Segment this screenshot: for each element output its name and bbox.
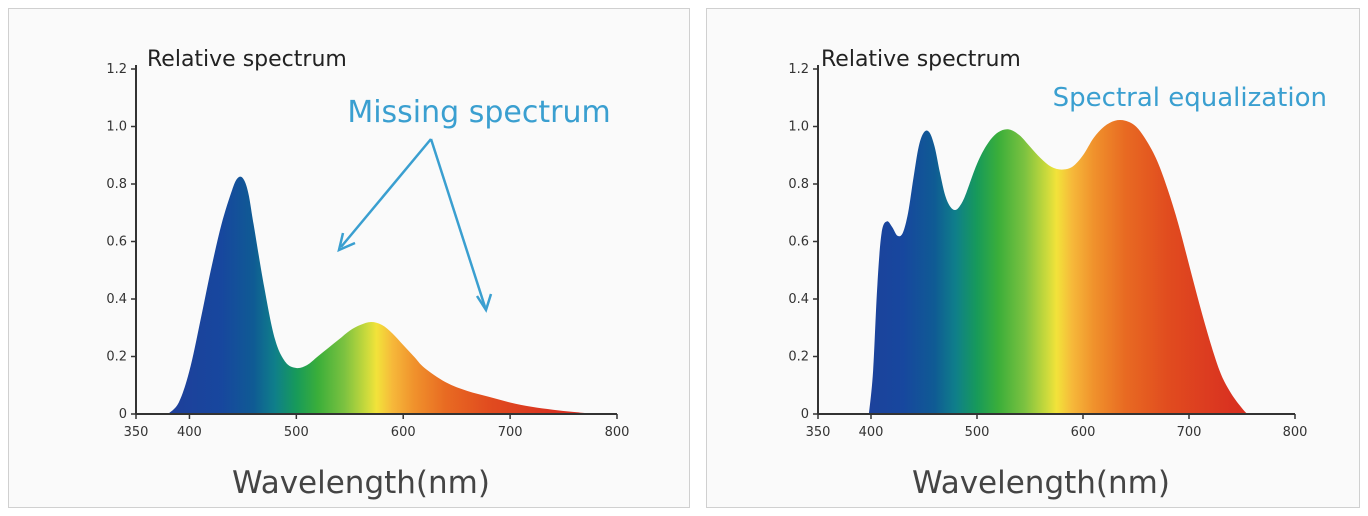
y-tick-label: 0.6 [106, 235, 127, 250]
y-tick-label: 0.2 [788, 350, 809, 365]
x-tick-label: 400 [177, 425, 202, 440]
x-tick-label: 700 [498, 425, 523, 440]
y-tick-label: 1.0 [106, 120, 127, 135]
y-tick-label: 0.4 [106, 292, 127, 307]
spectrum-area [168, 176, 596, 414]
x-tick-label: 350 [124, 425, 149, 440]
x-tick-label: 350 [806, 425, 831, 440]
y-tick-label: 0.8 [106, 177, 127, 192]
y-tick-label: 0.2 [106, 350, 127, 365]
arrow-right [429, 138, 487, 308]
x-tick-label: 500 [965, 425, 990, 440]
spectrum-chart-right: 0 0.2 0.4 0.6 0.8 1.0 1.2 350 400 500 600 700 800 Re… [788, 47, 1327, 501]
x-tick-label: 800 [1283, 425, 1308, 440]
x-tick-label: 500 [284, 425, 309, 440]
spectral-equalization-annotation: Spectral equalization [1053, 83, 1327, 113]
y-tick-label: 1.2 [106, 62, 127, 77]
y-tick-label: 0 [801, 407, 809, 422]
y-tick-label: 0.4 [788, 292, 809, 307]
x-tick-label: 400 [859, 425, 884, 440]
chart-panel-right: 0 0.2 0.4 0.6 0.8 1.0 1.2 350 400 500 600 700 800 Re… [706, 8, 1360, 508]
y-axis-title: Relative spectrum [147, 47, 347, 72]
spectrum-chart-left: 0 0.2 0.4 0.6 0.8 1.0 1.2 350 400 500 600 700 800 Re… [106, 47, 630, 501]
x-tick-label: 600 [391, 425, 416, 440]
y-tick-label: 0.8 [788, 177, 809, 192]
arrow-left-head [337, 232, 356, 253]
x-tick-label: 700 [1177, 425, 1202, 440]
annotation-arrows [337, 138, 493, 313]
arrow-left [340, 138, 432, 248]
y-tick-label: 0.6 [788, 235, 809, 250]
y-tick-label: 1.0 [788, 120, 809, 135]
chart-panel-left: 0 0.2 0.4 0.6 0.8 1.0 1.2 350 400 500 600 700 800 Re… [8, 8, 690, 508]
x-tick-label: 600 [1071, 425, 1096, 440]
y-tick-label: 0 [119, 407, 127, 422]
x-tick-label: 800 [605, 425, 630, 440]
x-axis-title: Wavelength(nm) [912, 465, 1170, 501]
spectrum-area [868, 120, 1248, 415]
arrow-right-head [475, 293, 493, 313]
y-tick-label: 1.2 [788, 62, 809, 77]
x-axis-title: Wavelength(nm) [232, 465, 490, 501]
missing-spectrum-annotation: Missing spectrum [347, 95, 610, 130]
y-axis-title: Relative spectrum [821, 47, 1021, 72]
